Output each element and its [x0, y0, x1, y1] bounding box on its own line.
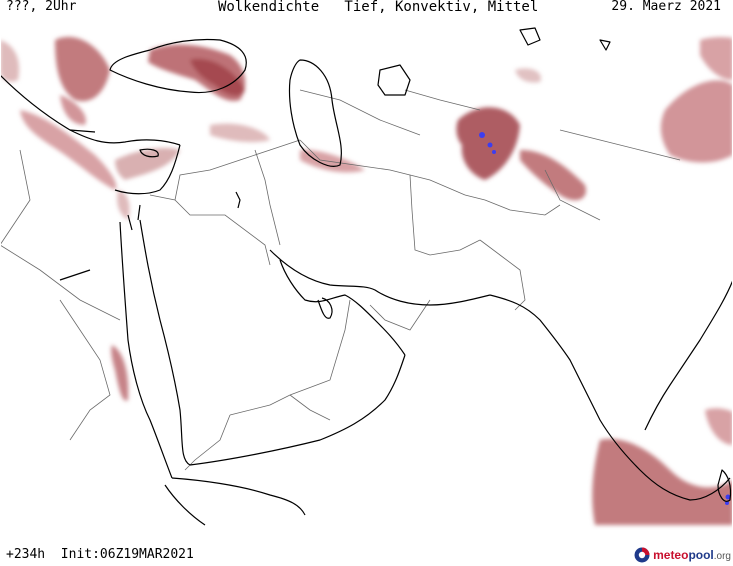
model-run-info: +234h Init:06Z19MAR2021: [6, 547, 194, 562]
convective-spots: [479, 132, 731, 505]
country-borders: [0, 89, 681, 471]
cloud-area-himalaya-west: [520, 150, 586, 201]
coastlines: [0, 27, 733, 526]
cloud-area-sinai: [117, 190, 130, 220]
forecast-date: 29. Maerz 2021: [611, 0, 721, 14]
cloud-area-tibet: [660, 80, 733, 163]
cloud-density-map: [0, 16, 733, 543]
brand-part-meteo: meteo: [653, 548, 689, 562]
cloud-area-kazakh: [515, 68, 541, 83]
convective-spot: [487, 142, 493, 148]
convective-spot: [479, 132, 485, 138]
brand-part-tld: .org: [713, 551, 731, 562]
cloud-area-levant: [115, 148, 180, 180]
meteopool-brand[interactable]: meteopool.org: [634, 547, 731, 563]
map-title: Wolkendichte Tief, Konvektiv, Mittel: [218, 0, 539, 15]
cloud-area-south-india: [592, 439, 733, 525]
cloud-area-west-edge: [0, 40, 20, 82]
convective-spot: [725, 501, 729, 505]
cloud-area-caucasus: [190, 59, 245, 96]
meteopool-logo-icon: [634, 547, 650, 563]
cloud-area-bay-of-bengal: [705, 408, 733, 445]
cloud-area-med-east: [20, 110, 117, 190]
cloud-area-balkans: [55, 36, 110, 102]
cloud-area-red-sea: [111, 345, 129, 401]
cloud-area-far-east: [700, 37, 733, 80]
convective-spot: [725, 494, 731, 500]
forecast-time-label: ???, 2Uhr: [6, 0, 77, 14]
brand-part-pool: pool: [688, 548, 714, 562]
cloud-area-greece: [60, 95, 86, 125]
convective-spot: [492, 150, 496, 154]
cloud-area-caspian-south: [300, 149, 365, 173]
cloud-area-iran-north: [210, 123, 270, 143]
